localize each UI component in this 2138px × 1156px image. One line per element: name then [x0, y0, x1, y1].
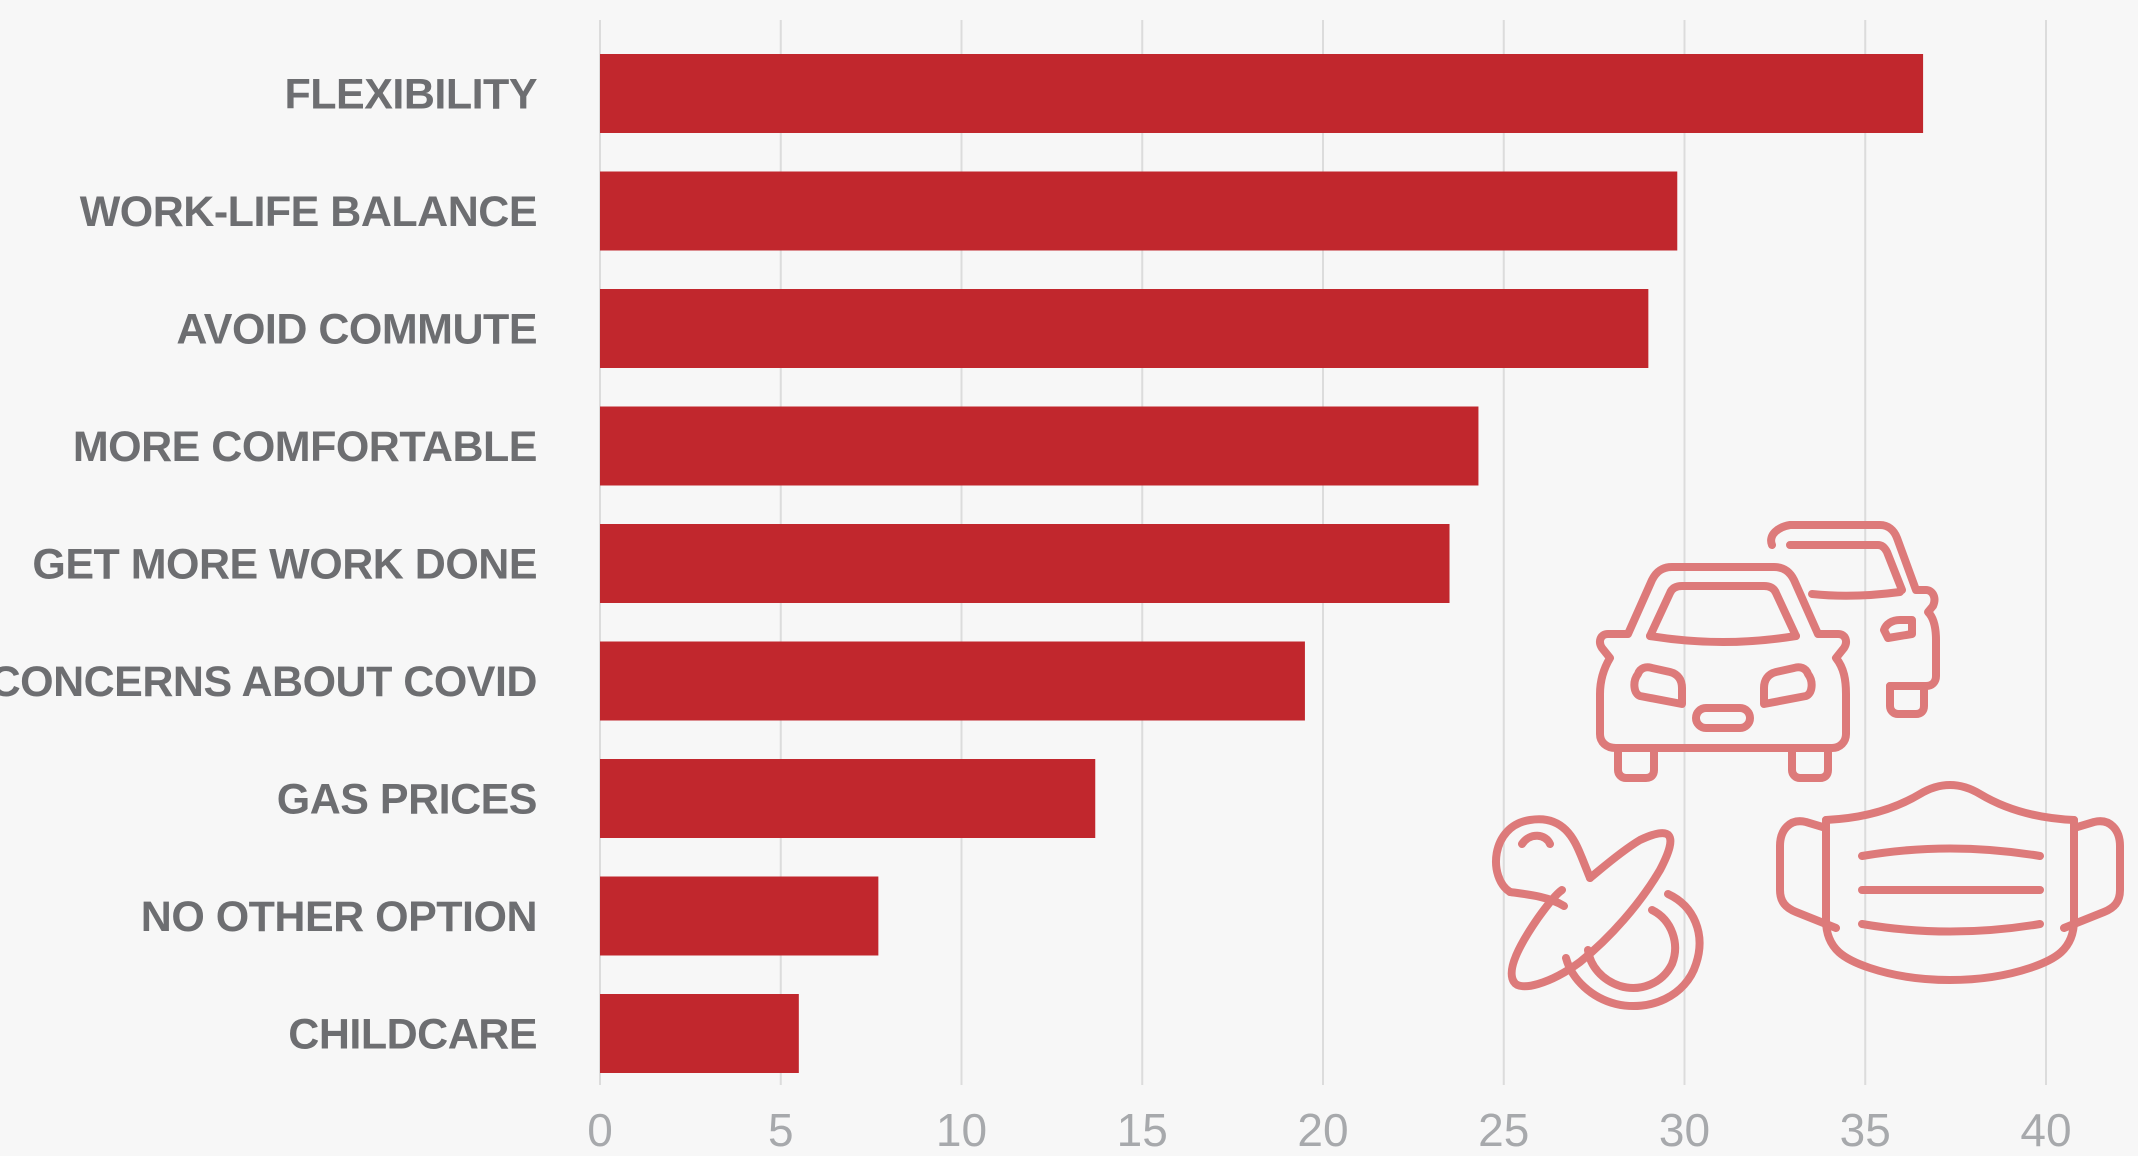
- bar-1: [600, 171, 1678, 251]
- bar-8: [600, 994, 799, 1073]
- category-label-2: AVOID COMMUTE: [176, 306, 537, 354]
- x-tick-label-4: 20: [1297, 1104, 1348, 1156]
- category-label-4: GET MORE WORK DONE: [32, 541, 537, 589]
- pacifier-icon: [1492, 815, 1704, 1011]
- category-label-0: FLEXIBILITY: [285, 71, 538, 119]
- category-label-3: MORE COMFORTABLE: [73, 423, 537, 471]
- x-tick-label-3: 15: [1117, 1104, 1168, 1156]
- bar-4: [600, 524, 1450, 603]
- bar-7: [600, 876, 879, 956]
- bar-3: [600, 406, 1479, 486]
- x-tick-label-1: 5: [768, 1104, 794, 1156]
- bar-2: [600, 289, 1649, 368]
- bar-0: [600, 54, 1924, 133]
- bar-6: [600, 759, 1096, 838]
- x-tick-label-6: 30: [1659, 1104, 1710, 1156]
- cars-icon: [1596, 521, 1940, 782]
- category-label-1: WORK-LIFE BALANCE: [80, 188, 537, 236]
- category-labels: FLEXIBILITY WORK-LIFE BALANCE AVOID COMMUT…: [0, 71, 538, 1059]
- category-label-6: GAS PRICES: [277, 776, 537, 824]
- category-label-5: CONCERNS ABOUT COVID: [0, 658, 537, 706]
- bar-5: [600, 641, 1305, 721]
- category-label-7: NO OTHER OPTION: [141, 893, 537, 941]
- x-tick-label-2: 10: [936, 1104, 987, 1156]
- x-tick-label-8: 40: [2020, 1104, 2071, 1156]
- x-tick-label-5: 25: [1478, 1104, 1529, 1156]
- x-tick-label-7: 35: [1840, 1104, 1891, 1156]
- x-tick-label-0: 0: [587, 1104, 613, 1156]
- category-label-8: CHILDCARE: [288, 1011, 537, 1059]
- x-axis-ticks: 0 5 10 15 20 25 30 35 40: [587, 1104, 2071, 1156]
- face-mask-icon: [1776, 781, 2124, 984]
- bars: [600, 54, 1924, 1073]
